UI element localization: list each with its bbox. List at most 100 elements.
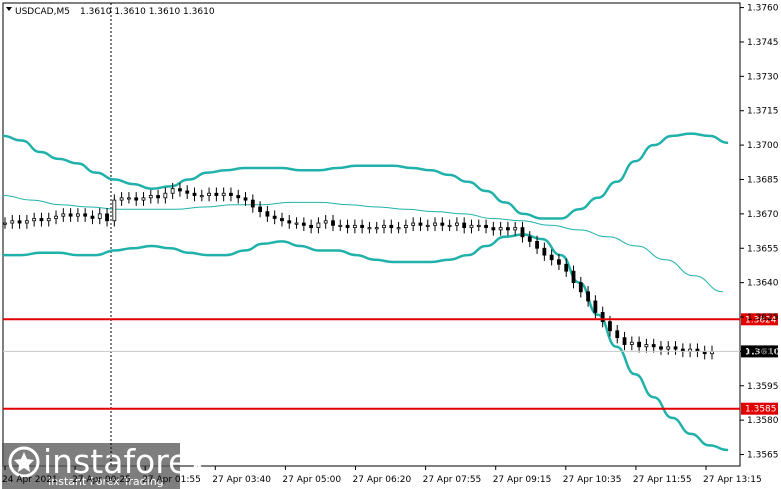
horizontal-levels[interactable]: 1.3624 1.3585 1.3610	[3, 313, 780, 415]
candle-body	[214, 192, 219, 196]
candle-body	[462, 222, 467, 229]
y-tick-label: 1.3745	[747, 38, 779, 48]
candle-body	[24, 220, 29, 224]
x-tick-label: 27 Apr 05:00	[282, 475, 341, 485]
candle-body	[68, 213, 73, 217]
x-tick-label: 27 Apr 07:55	[423, 475, 482, 485]
price-level-label: 1.3624	[745, 315, 777, 325]
x-tick-label: 27 Apr 01:55	[142, 475, 201, 485]
price-level-tag	[741, 402, 778, 415]
candle-body	[287, 220, 292, 224]
candle-body	[280, 218, 284, 222]
candle-body	[134, 197, 139, 201]
candle-body	[148, 195, 153, 199]
candle-body	[178, 188, 182, 192]
y-tick-label: 1.3595	[747, 382, 779, 392]
bollinger-lower-band	[3, 233, 729, 452]
candle-body	[389, 224, 394, 229]
candle-body	[185, 190, 190, 194]
candle-body	[454, 222, 459, 226]
candle-body	[265, 211, 270, 217]
candle-body	[360, 224, 365, 229]
plot-frame	[2, 2, 741, 467]
candle-body	[39, 218, 44, 222]
candle-body	[476, 224, 481, 227]
x-tick-label: 27 Apr 10:35	[563, 475, 622, 485]
instaforex-watermark: instaforex Instant Forex Trading	[2, 442, 207, 489]
candle-body	[564, 263, 569, 272]
x-tick-label: 27 Apr 09:15	[493, 475, 552, 485]
watermark-brand: instaforex	[43, 442, 207, 481]
price-axis: 1.3760 1.3745 1.3730 1.3715 1.3700 1.3685 1.36…	[740, 4, 779, 461]
watermark-tagline: Instant Forex Trading	[48, 475, 164, 488]
candle-body	[83, 213, 88, 217]
y-tick-label: 1.3565	[747, 451, 779, 461]
y-tick-label: 1.3580	[747, 416, 779, 426]
candle-body	[367, 227, 372, 230]
candle-body	[418, 222, 423, 226]
candle-body	[331, 220, 335, 226]
candle-body	[571, 270, 576, 284]
candle-body	[520, 227, 525, 238]
candle-body	[250, 199, 255, 208]
candle-body	[659, 346, 663, 350]
candle-body	[119, 197, 124, 201]
candle-body	[469, 224, 474, 229]
candle-body	[112, 199, 117, 222]
candle-body	[513, 227, 518, 231]
candle-body	[549, 254, 554, 261]
y-tick-label: 1.3670	[747, 210, 779, 220]
candle-body	[75, 213, 80, 217]
candle-body	[141, 197, 146, 201]
x-tick-label: 24 Apr 2021	[2, 475, 58, 485]
candle-body	[221, 192, 226, 196]
candle-body	[382, 224, 386, 229]
candle-body	[90, 215, 95, 219]
candle-body	[557, 259, 561, 265]
candle-body	[396, 227, 401, 230]
candle-body	[323, 220, 328, 224]
candle-body	[593, 300, 598, 313]
candle-body	[3, 222, 7, 225]
candle-body	[156, 195, 160, 199]
candle-body	[673, 346, 678, 350]
candle-body	[629, 341, 634, 345]
chart-header: USDCAD,M5 1.3610 1.3610 1.3610 1.3610	[6, 7, 215, 17]
price-level-label: 1.3585	[745, 405, 777, 415]
candle-body	[105, 213, 109, 222]
candle-body	[32, 218, 37, 222]
x-tick-label: 27 Apr 00:25	[72, 475, 131, 485]
candle-body	[54, 215, 58, 219]
candle-body	[207, 192, 211, 196]
y-tick-label: 1.3760	[747, 4, 779, 14]
indicator-series	[2, 132, 729, 452]
x-tick-label: 27 Apr 13:15	[703, 475, 762, 485]
candles	[3, 182, 714, 360]
candle-body	[309, 224, 314, 229]
chevron-down-icon[interactable]	[6, 7, 12, 11]
candle-body	[600, 312, 605, 322]
candle-body	[170, 188, 175, 194]
candle-body	[484, 224, 488, 229]
y-tick-label: 1.3625	[747, 313, 779, 323]
candle-body	[345, 224, 350, 229]
candle-body	[199, 195, 204, 198]
candle-body	[301, 222, 306, 226]
time-axis: 24 Apr 2021 27 Apr 00:25 27 Apr 01:55 27 Ap…	[2, 466, 762, 485]
candle-body	[294, 222, 299, 225]
candle-body	[163, 192, 168, 199]
candle-body	[644, 344, 649, 348]
candle-body	[17, 220, 22, 224]
candle-body	[374, 227, 379, 230]
y-tick-label: 1.3730	[747, 72, 779, 82]
candle-body	[338, 224, 343, 227]
candle-body	[608, 321, 612, 332]
y-tick-label: 1.3655	[747, 244, 779, 254]
candle-body	[46, 218, 51, 222]
y-tick-label: 1.3610	[747, 347, 779, 357]
x-tick-label: 27 Apr 11:55	[633, 475, 692, 485]
candle-body	[97, 213, 102, 219]
y-tick-label: 1.3685	[747, 175, 779, 185]
candle-body	[527, 236, 532, 242]
